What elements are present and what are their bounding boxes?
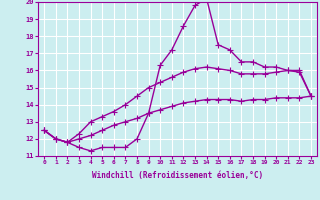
X-axis label: Windchill (Refroidissement éolien,°C): Windchill (Refroidissement éolien,°C) [92,171,263,180]
